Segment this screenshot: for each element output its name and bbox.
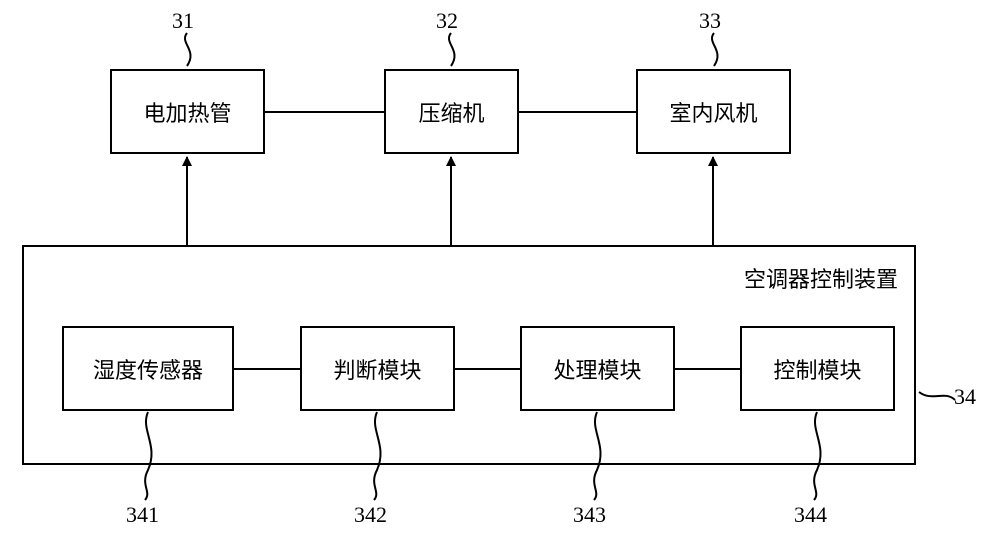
diagram-canvas: 电加热管 压缩机 室内风机 空调器控制装置 湿度传感器 判断模块 处理模块 控制… <box>0 0 1000 554</box>
node-judgment-module-label: 判断模块 <box>333 353 421 385</box>
leader-32 <box>449 33 455 66</box>
ref-34: 34 <box>954 384 976 410</box>
node-indoor-fan: 室内风机 <box>636 69 791 154</box>
node-humidity-sensor: 湿度传感器 <box>62 326 234 411</box>
node-humidity-sensor-label: 湿度传感器 <box>93 353 203 385</box>
ref-33: 33 <box>699 8 721 34</box>
node-processing-module: 处理模块 <box>520 326 675 411</box>
ref-343: 343 <box>573 502 606 528</box>
container-title: 空调器控制装置 <box>744 262 898 294</box>
node-judgment-module: 判断模块 <box>300 326 455 411</box>
ref-32: 32 <box>436 8 458 34</box>
node-control-module-label: 控制模块 <box>773 353 861 385</box>
ref-344: 344 <box>794 502 827 528</box>
leader-31 <box>185 33 191 66</box>
node-processing-module-label: 处理模块 <box>553 353 641 385</box>
node-compressor-label: 压缩机 <box>418 96 484 128</box>
node-heater: 电加热管 <box>110 69 265 154</box>
ref-342: 342 <box>354 502 387 528</box>
leader-34 <box>919 392 955 400</box>
leader-33 <box>712 33 718 66</box>
ref-31: 31 <box>172 8 194 34</box>
node-control-module: 控制模块 <box>740 326 895 411</box>
node-indoor-fan-label: 室内风机 <box>669 96 757 128</box>
node-heater-label: 电加热管 <box>143 96 231 128</box>
node-compressor: 压缩机 <box>384 69 519 154</box>
ref-341: 341 <box>126 502 159 528</box>
